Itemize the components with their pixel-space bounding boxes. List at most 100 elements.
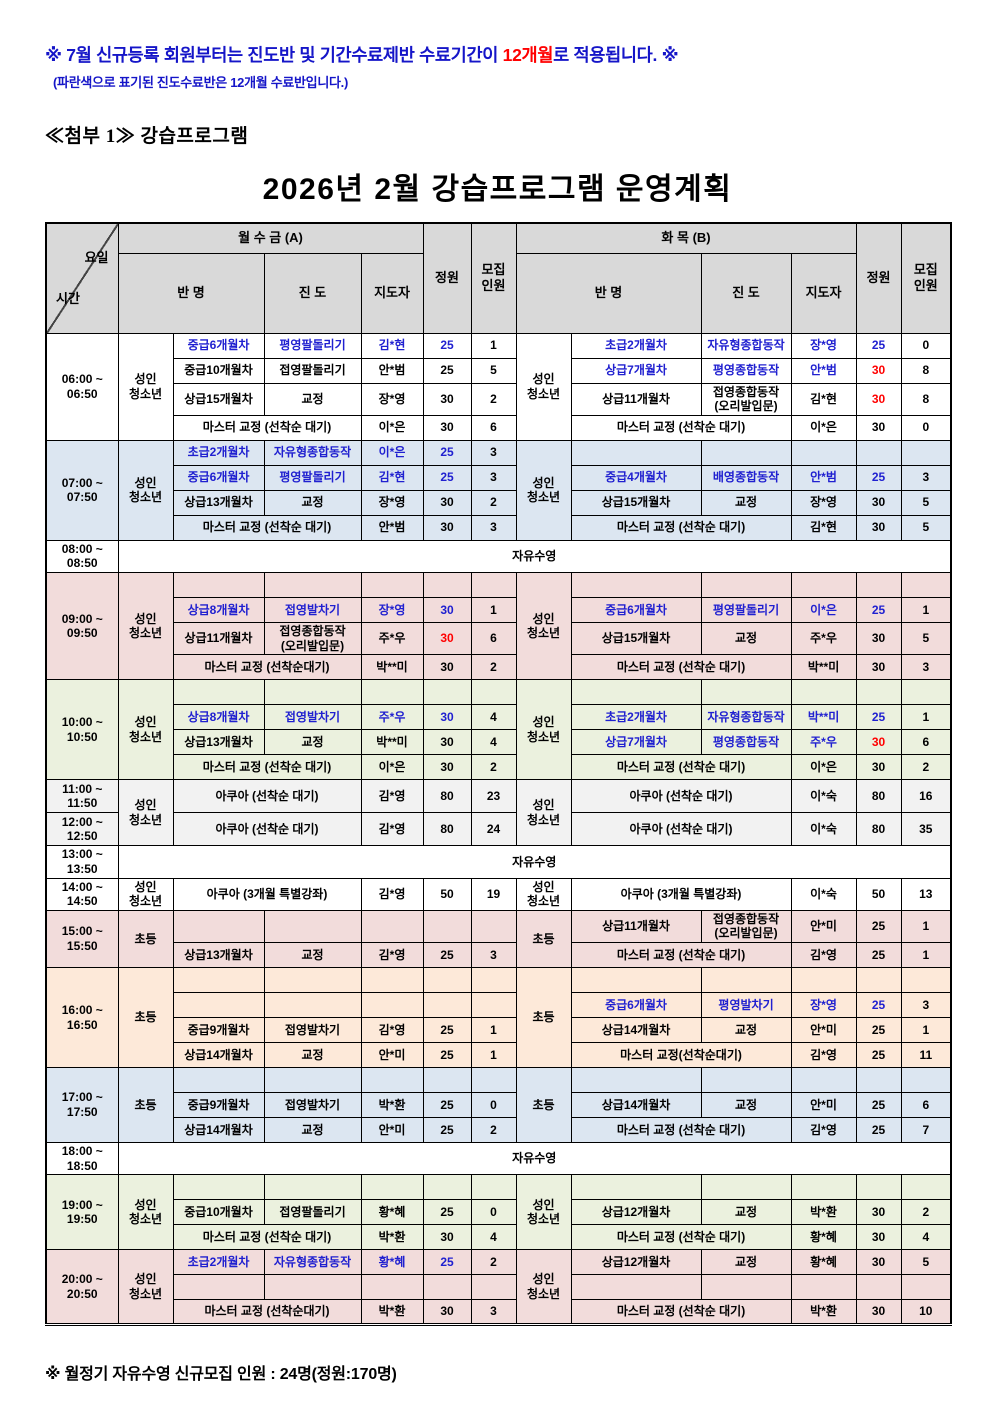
progress-cell: 평영발차기 xyxy=(700,992,792,1018)
capacity-cell: 80 xyxy=(855,779,902,814)
capacity-cell xyxy=(855,439,902,466)
class-cell xyxy=(570,572,702,598)
progress-cell xyxy=(700,439,792,466)
coach-cell: 주*우 xyxy=(790,729,857,756)
class-cell: 중급10개월차 xyxy=(172,357,265,384)
time-cell: 12:00 ~ 12:50 xyxy=(45,812,119,847)
class-cell: 상급13개월차 xyxy=(172,942,265,968)
capacity-cell: 25 xyxy=(422,1092,472,1118)
capacity-cell: 25 xyxy=(855,909,902,944)
coach-cell: 김*영 xyxy=(360,1017,424,1043)
capacity-cell: 25 xyxy=(855,704,902,731)
recruit-cell: 3 xyxy=(470,942,517,968)
time-cell: 09:00 ~ 09:50 xyxy=(45,571,119,681)
coach-cell xyxy=(790,679,857,706)
capacity-cell: 30 xyxy=(855,1299,902,1326)
coach-cell: 안*범 xyxy=(360,514,424,541)
group-cell: 성인 청소년 xyxy=(515,877,572,911)
recruit-cell: 1 xyxy=(470,1042,517,1068)
group-cell: 성인 청소년 xyxy=(117,1174,174,1251)
recruit-cell xyxy=(470,1174,517,1201)
free-swim-cell: 자유수영 xyxy=(117,1141,952,1176)
capacity-cell xyxy=(422,992,472,1018)
capacity-cell: 25 xyxy=(855,1017,902,1043)
capacity-cell: 30 xyxy=(855,1224,902,1251)
capacity-cell xyxy=(855,967,902,993)
group-a-header: 월 수 금 (A) xyxy=(117,222,424,254)
recruit-cell: 5 xyxy=(900,514,952,541)
recruit-cell: 5 xyxy=(900,489,952,516)
merged-class-cell: 아쿠아 (3개월 특별강좌) xyxy=(570,877,792,911)
coach-cell: 안*범 xyxy=(790,464,857,491)
progress-cell xyxy=(263,572,362,598)
coach-cell: 박*환 xyxy=(360,1299,424,1326)
progress-cell: 교정 xyxy=(700,1249,792,1276)
progress-cell: 교정 xyxy=(700,1092,792,1118)
class-cell: 중급10개월차 xyxy=(172,1199,265,1226)
recruit-cell: 0 xyxy=(470,1092,517,1118)
class-cell xyxy=(172,1174,265,1201)
progress-cell: 교정 xyxy=(263,1117,362,1143)
time-cell: 14:00 ~ 14:50 xyxy=(45,877,119,911)
coach-header-a: 지도자 xyxy=(360,252,424,334)
coach-cell: 김*영 xyxy=(360,942,424,968)
time-cell: 08:00 ~ 08:50 xyxy=(45,539,119,574)
capacity-cell xyxy=(422,1067,472,1093)
group-cell: 성인 청소년 xyxy=(515,439,572,541)
capacity-cell: 30 xyxy=(422,1299,472,1326)
progress-cell xyxy=(263,679,362,706)
recruit-cell xyxy=(470,1067,517,1093)
recruit-cell: 1 xyxy=(470,1017,517,1043)
progress-cell: 평영종합동작 xyxy=(700,729,792,756)
coach-cell: 박**미 xyxy=(790,704,857,731)
time-cell: 19:00 ~ 19:50 xyxy=(45,1174,119,1251)
coach-cell: 박*환 xyxy=(360,1092,424,1118)
capacity-cell: 30 xyxy=(422,514,472,541)
class-cell xyxy=(172,967,265,993)
group-cell: 성인 청소년 xyxy=(117,571,174,681)
coach-cell xyxy=(360,1174,424,1201)
recruit-cell: 13 xyxy=(900,877,952,911)
class-cell: 상급14개월차 xyxy=(570,1017,702,1043)
capacity-cell: 25 xyxy=(422,1199,472,1226)
coach-cell: 장*영 xyxy=(790,332,857,359)
capacity-cell xyxy=(422,679,472,706)
recruit-cell: 4 xyxy=(900,1224,952,1251)
coach-cell: 박*환 xyxy=(790,1299,857,1326)
capacity-cell xyxy=(855,1067,902,1093)
time-cell: 20:00 ~ 20:50 xyxy=(45,1249,119,1326)
class-cell: 상급7개월차 xyxy=(570,729,702,756)
progress-cell: 평영팔돌리기 xyxy=(263,332,362,359)
recruit-cell: 0 xyxy=(900,414,952,441)
capacity-cell: 25 xyxy=(855,332,902,359)
capacity-cell: 25 xyxy=(422,357,472,384)
class-cell: 상급11개월차 xyxy=(172,621,265,656)
class-cell: 상급12개월차 xyxy=(570,1199,702,1226)
progress-cell: 교정 xyxy=(263,382,362,416)
group-cell: 초등 xyxy=(515,909,572,969)
coach-cell: 안*미 xyxy=(360,1042,424,1068)
group-cell: 초등 xyxy=(117,967,174,1068)
class-cell xyxy=(570,439,702,466)
recruit-cell: 5 xyxy=(470,357,517,384)
coach-cell xyxy=(360,967,424,993)
capacity-cell: 25 xyxy=(855,992,902,1018)
capacity-cell: 80 xyxy=(422,812,472,847)
capacity-cell xyxy=(855,1174,902,1201)
progress-cell xyxy=(700,1274,792,1301)
capacity-cell: 25 xyxy=(422,464,472,491)
time-cell: 18:00 ~ 18:50 xyxy=(45,1141,119,1176)
recruit-cell: 2 xyxy=(470,654,517,681)
group-cell: 성인 청소년 xyxy=(515,679,572,781)
coach-cell: 안*범 xyxy=(790,357,857,384)
coach-cell: 김*영 xyxy=(790,942,857,968)
capacity-cell: 25 xyxy=(855,942,902,968)
recruit-cell: 3 xyxy=(900,464,952,491)
recruit-cell xyxy=(900,1174,952,1201)
progress-cell: 접영발차기 xyxy=(263,1092,362,1118)
progress-cell xyxy=(263,1067,362,1093)
merged-class-cell: 마스터 교정 (선착순 대기) xyxy=(172,1224,362,1251)
capacity-cell: 50 xyxy=(855,877,902,911)
class-cell: 중급6개월차 xyxy=(570,992,702,1018)
group-cell: 성인 청소년 xyxy=(117,1249,174,1326)
